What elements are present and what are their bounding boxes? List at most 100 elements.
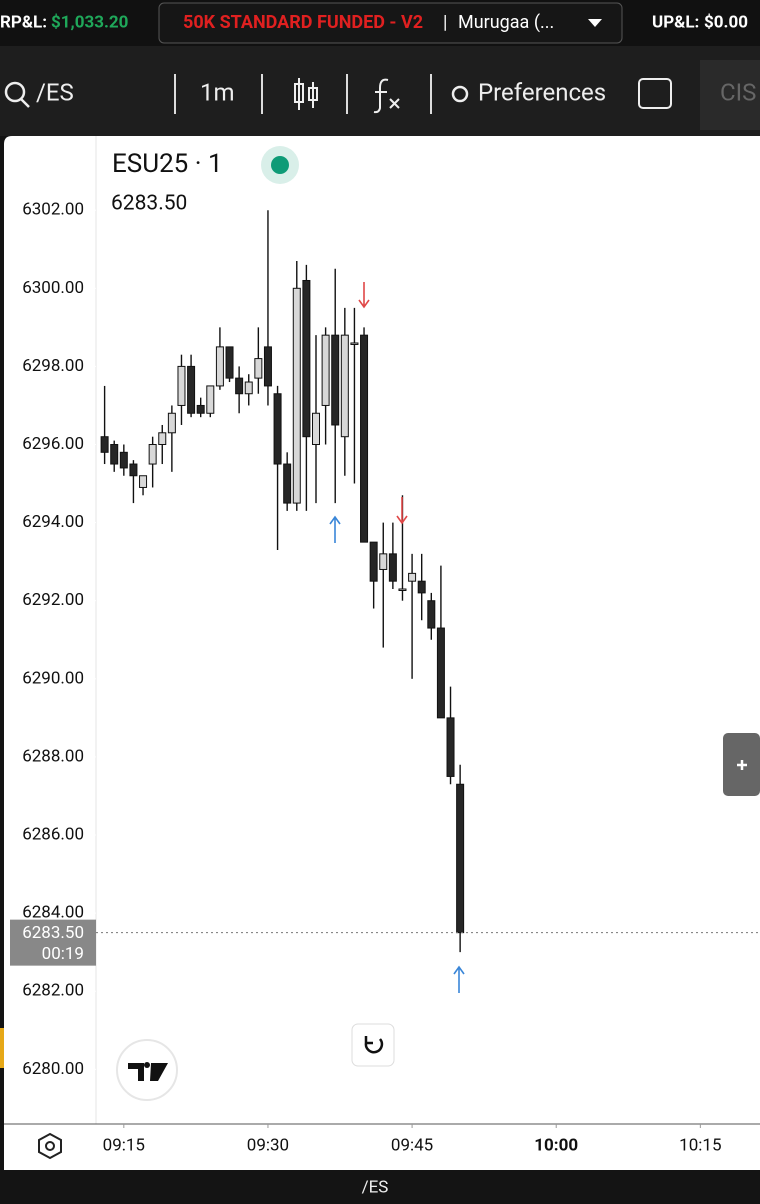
candle-body-down xyxy=(302,279,311,438)
x-tick-label: 10:00 xyxy=(534,1135,578,1155)
interval[interactable]: 1m xyxy=(200,78,235,106)
x-tick-label: 09:30 xyxy=(247,1135,289,1155)
settings-hex[interactable] xyxy=(38,1132,62,1160)
candle-body-down xyxy=(360,334,369,543)
candle-body-up xyxy=(254,358,263,379)
candle-body-up xyxy=(312,412,320,446)
candle-body-up xyxy=(398,588,407,591)
rpl-label: RP&L: xyxy=(0,12,47,32)
y-tick-label: 6292.00 xyxy=(22,590,84,610)
edge-handle xyxy=(0,1028,4,1068)
candle-body-up xyxy=(177,365,186,406)
gear-icon xyxy=(451,85,469,103)
candle-body-down xyxy=(235,377,244,395)
candle-body-down xyxy=(331,334,340,426)
candle-body-down xyxy=(129,463,138,477)
y-tick-label: 6302.00 xyxy=(22,200,84,220)
chart-panel xyxy=(4,136,760,1170)
candle-body-down xyxy=(436,627,445,719)
tab-bg xyxy=(700,60,760,130)
add-icon xyxy=(737,760,747,770)
upl-value: $0.00 xyxy=(704,12,748,32)
account-name: 50K STANDARD FUNDED - V2 xyxy=(183,12,423,33)
candle-icon[interactable] xyxy=(294,78,318,110)
reset-icon xyxy=(364,1036,384,1054)
user-name: Murugaa (... xyxy=(458,12,554,33)
countdown: 00:19 xyxy=(42,944,84,964)
y-tick-label: 6300.00 xyxy=(22,278,84,298)
candle-body-up xyxy=(350,342,359,345)
candle-body-up xyxy=(148,444,157,465)
candle-body-up xyxy=(321,334,330,406)
candle-body-down xyxy=(225,346,234,379)
candle-body-down xyxy=(273,393,282,465)
chart-title: ESU25 · 1 xyxy=(112,149,223,179)
sell-arrow xyxy=(396,497,408,525)
candle-body-down xyxy=(456,783,465,934)
separator: | xyxy=(443,12,447,33)
candle-body-up xyxy=(167,412,176,434)
buy-arrow xyxy=(329,515,341,543)
preferences[interactable]: Preferences xyxy=(478,78,606,106)
candle-body-up xyxy=(379,553,388,570)
indicator-icon[interactable] xyxy=(373,78,400,114)
status-dot xyxy=(271,156,289,174)
candle-body-down xyxy=(417,580,426,594)
settings-hex-center xyxy=(45,1141,55,1151)
y-tick-label: 6282.00 xyxy=(22,981,84,1001)
y-tick-label: 6288.00 xyxy=(22,746,84,766)
y-tick-label: 6286.00 xyxy=(22,825,84,845)
y-tick-label: 6284.00 xyxy=(22,903,84,923)
x-tick-label: 10:15 xyxy=(679,1135,721,1155)
dropdown-caret xyxy=(588,19,602,27)
search-icon-handle xyxy=(20,98,30,108)
candle-body-up xyxy=(292,287,301,504)
candle-body-up xyxy=(244,381,253,395)
candle-body-down xyxy=(119,451,128,469)
candle-body-up xyxy=(215,346,224,387)
candle-body-down xyxy=(369,541,378,582)
footer-symbol: /ES xyxy=(362,1177,389,1197)
candle-body-up xyxy=(408,572,417,582)
search-icon[interactable] xyxy=(4,81,26,103)
bottom-bar xyxy=(0,1170,760,1200)
y-tick-label: 6298.00 xyxy=(22,356,84,376)
candle-body-down xyxy=(283,463,292,504)
candle-body-up xyxy=(139,475,148,488)
candle-body-up xyxy=(340,334,349,438)
tv-logo-mark xyxy=(128,1063,168,1081)
candle-body-down xyxy=(187,365,196,414)
candle-body-up xyxy=(206,385,215,414)
legend-price: 6283.50 xyxy=(111,192,187,216)
trade-markers xyxy=(329,282,465,993)
y-tick-label: 6294.00 xyxy=(22,512,84,532)
tv-logo[interactable] xyxy=(116,1039,178,1101)
candle-body-down xyxy=(100,436,109,453)
candle-body-down xyxy=(196,404,205,414)
reset-button[interactable] xyxy=(351,1023,395,1067)
x-tick-label: 09:15 xyxy=(103,1135,145,1155)
y-tick-label: 6280.00 xyxy=(22,1059,84,1079)
account-select[interactable] xyxy=(158,2,623,44)
sell-arrow xyxy=(358,282,370,309)
cut-tab[interactable]: CIS xyxy=(720,78,756,106)
candle-body-down xyxy=(446,717,455,777)
checkbox[interactable] xyxy=(638,78,672,109)
x-tick-label: 09:45 xyxy=(391,1135,433,1155)
y-tick-label: 6296.00 xyxy=(22,434,84,454)
y-tick-label: 6290.00 xyxy=(22,668,84,688)
candle-body-down xyxy=(427,600,436,629)
last-price-tag xyxy=(10,919,96,966)
candle-body-down xyxy=(263,346,272,387)
rpl-value: $1,033.20 xyxy=(51,12,128,32)
plot: 6280.00 6282.00 6284.00 6286.00 6288.00 6290.… xyxy=(10,200,760,1155)
candle-body-up xyxy=(158,432,167,446)
candle-body-down xyxy=(388,553,397,582)
upl-label: UP&L: xyxy=(652,12,699,32)
buy-arrow xyxy=(453,965,465,993)
symbol[interactable]: /ES xyxy=(36,78,74,106)
last-price-label: 6283.50 xyxy=(22,923,84,943)
candle-body-down xyxy=(110,444,119,465)
